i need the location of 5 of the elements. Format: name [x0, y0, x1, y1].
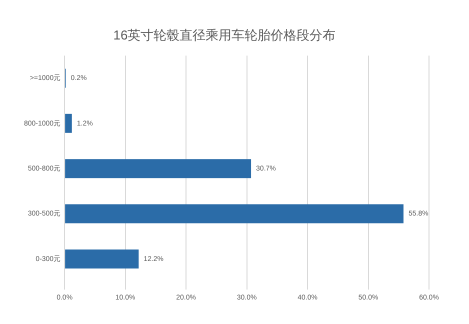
chart-title: 16英寸轮毂直径乘用车轮胎价格段分布	[113, 27, 336, 42]
bar	[65, 204, 404, 224]
bar	[65, 250, 139, 268]
bar	[65, 159, 252, 178]
bar	[65, 114, 72, 133]
